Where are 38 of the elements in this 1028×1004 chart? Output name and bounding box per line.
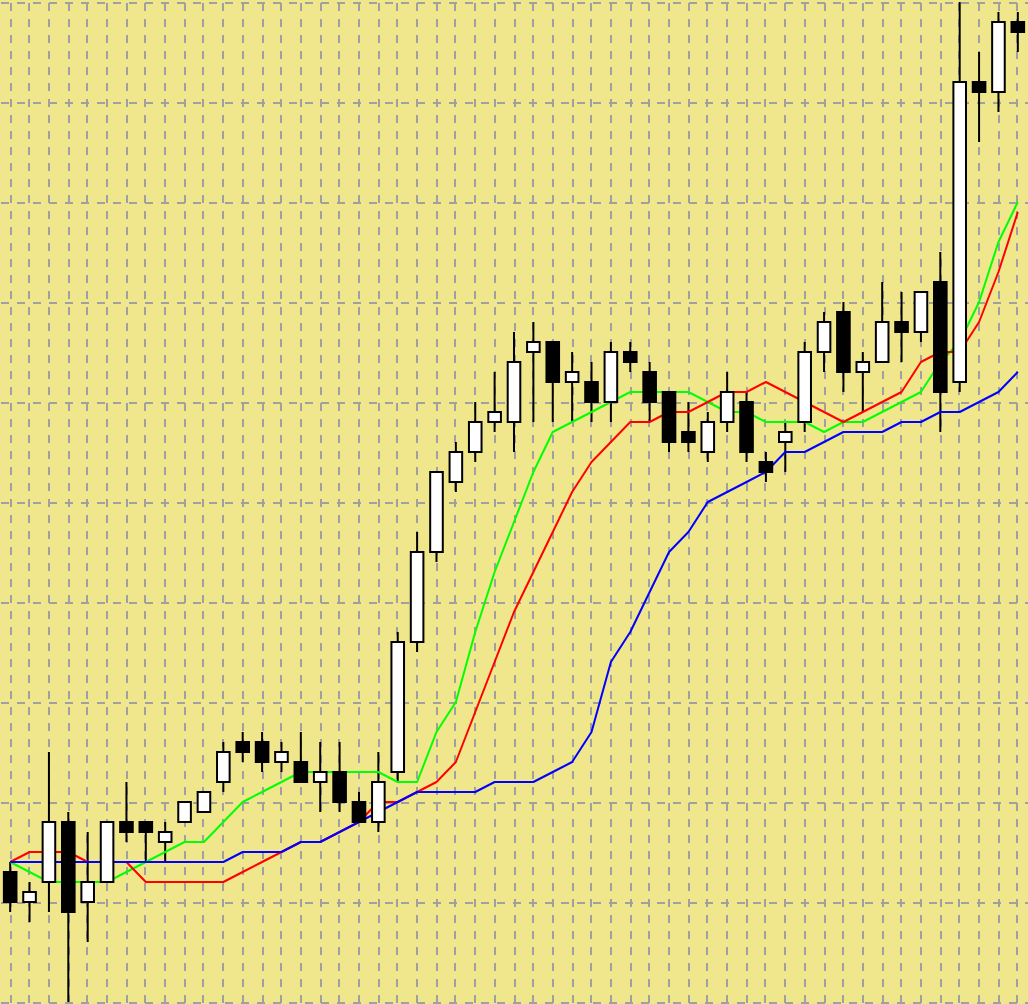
candlestick: [855, 351, 871, 413]
candlestick: [216, 741, 231, 793]
candlestick: [894, 291, 909, 363]
candlestick: [157, 821, 173, 863]
candlestick: [22, 881, 37, 923]
candlestick: [138, 821, 154, 863]
candlestick: [80, 831, 95, 943]
candlestick: [584, 361, 599, 423]
candlestick: [332, 741, 347, 813]
candlestick: [719, 371, 735, 433]
candlestick: [2, 861, 18, 913]
candlestick: [874, 281, 890, 363]
candlestick: [196, 791, 212, 813]
candlestick: [681, 401, 696, 453]
candlestick: [526, 321, 541, 423]
candlestick: [700, 411, 716, 463]
candlestick: [777, 421, 793, 473]
candlestick: [564, 351, 580, 423]
candlestick: [467, 401, 483, 463]
candlestick: [816, 311, 832, 373]
candlestick: [351, 791, 367, 823]
candlestick: [293, 731, 309, 783]
candlestick: [971, 51, 987, 143]
candlestick: [758, 451, 774, 483]
candlestick: [545, 341, 561, 423]
candlestick: [274, 741, 289, 773]
candlestick: [177, 801, 192, 823]
candlestick: [235, 731, 251, 763]
candlestick: [254, 731, 270, 773]
candlestick: [371, 751, 386, 833]
candlestick: [622, 341, 638, 373]
candlestick: [119, 781, 134, 843]
candlestick: [642, 361, 657, 423]
candlestick: [913, 291, 929, 343]
candlestick: [1010, 11, 1026, 53]
candlestick: [487, 371, 502, 433]
candlestick: [448, 441, 464, 493]
candlestick: [312, 741, 328, 813]
